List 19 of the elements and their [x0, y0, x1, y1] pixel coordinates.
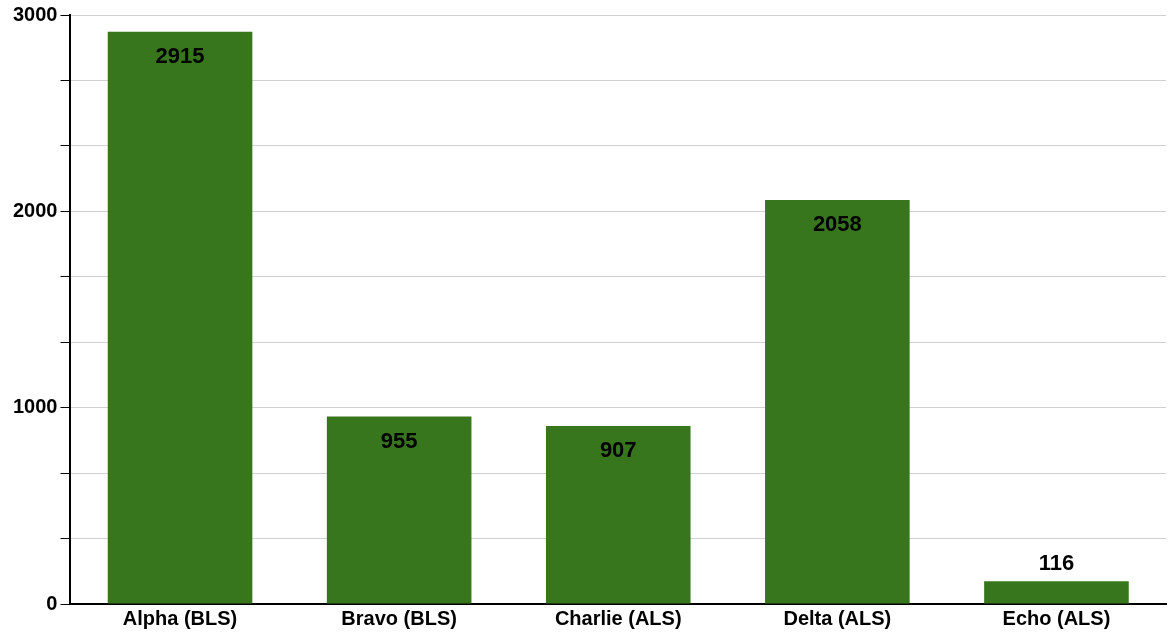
bar — [545, 425, 691, 604]
bar — [107, 31, 253, 604]
y-tick-label: 3000 — [12, 2, 58, 25]
data-label: 2915 — [155, 42, 205, 68]
x-tick-label: Echo (ALS) — [1002, 606, 1111, 629]
y-tick-label: 0 — [46, 591, 58, 614]
data-label: 907 — [599, 436, 637, 462]
data-label: 955 — [380, 427, 418, 453]
y-tick-label: 1000 — [12, 395, 58, 418]
data-label: 2058 — [812, 211, 862, 237]
y-tick-label: 2000 — [12, 198, 58, 221]
bar — [984, 581, 1129, 604]
x-tick-label: Alpha (BLS) — [122, 606, 238, 629]
x-tick-label: Bravo (BLS) — [341, 606, 457, 629]
data-label: 116 — [1038, 550, 1075, 576]
x-tick-label: Charlie (ALS) — [554, 606, 682, 629]
bar — [765, 199, 910, 604]
bar — [326, 416, 472, 604]
x-tick-label: Delta (ALS) — [783, 606, 892, 629]
